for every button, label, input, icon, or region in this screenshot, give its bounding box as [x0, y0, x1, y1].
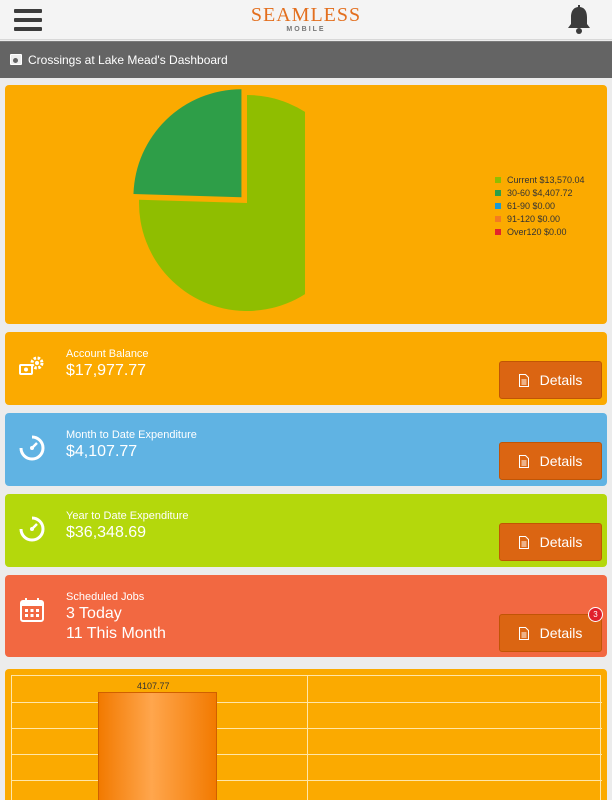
grid-line: [12, 754, 602, 755]
grid-line: [12, 780, 602, 781]
card-label: Year to Date Expenditure: [66, 510, 189, 522]
aging-pie-chart: [133, 89, 305, 311]
bell-icon[interactable]: [565, 5, 593, 35]
legend-item: 61-90 $0.00: [495, 199, 585, 212]
jobs-month-value: 11 This Month: [66, 625, 166, 642]
card-label: Account Balance: [66, 348, 149, 360]
app-logo: SEAMLESS MOBILE: [0, 4, 612, 34]
details-button-label: Details: [539, 534, 583, 550]
card-value: $17,977.77: [66, 362, 147, 379]
card-label: Scheduled Jobs: [66, 591, 145, 603]
legend-item: Current $13,570.04: [495, 173, 585, 186]
photo-icon: [10, 54, 22, 65]
scheduled-jobs-card: Scheduled Jobs 3 Today 11 This Month Det…: [5, 575, 607, 657]
grid-line: [307, 676, 308, 800]
pie-slice-current: [139, 95, 305, 311]
dashboard-title: Crossings at Lake Mead's Dashboard: [28, 53, 228, 67]
legend-swatch: [495, 228, 501, 235]
bar-data-label: 4107.77: [137, 681, 170, 691]
pie-legend: Current $13,570.04 30-60 $4,407.72 61-90 $…: [495, 173, 585, 238]
legend-swatch: [495, 189, 501, 196]
legend-item: 30-60 $4,407.72: [495, 186, 585, 199]
calendar-icon: [20, 598, 44, 622]
notification-badge: 3: [588, 607, 603, 622]
hamburger-menu-icon[interactable]: [14, 9, 42, 31]
aging-pie-chart-card: Current $13,570.04 30-60 $4,407.72 61-90 $…: [5, 85, 607, 324]
year-to-date-details-button[interactable]: Details: [499, 523, 602, 561]
jobs-today-value: 3 Today: [66, 605, 122, 622]
grid-line: [12, 702, 602, 703]
details-button-label: Details: [539, 372, 583, 388]
legend-label: 61-90 $0.00: [507, 200, 556, 211]
document-icon: [518, 626, 529, 640]
grid-line: [12, 728, 602, 729]
card-label: Month to Date Expenditure: [66, 429, 197, 441]
legend-swatch: [495, 176, 501, 183]
account-balance-card: Account Balance $17,977.77 Details: [5, 332, 607, 405]
top-bar: SEAMLESS MOBILE: [0, 0, 612, 40]
expenditure-bar-chart-card: 4107.77: [5, 669, 607, 800]
month-to-date-details-button[interactable]: Details: [499, 442, 602, 480]
details-button-label: Details: [539, 453, 583, 469]
account-balance-details-button[interactable]: Details: [499, 361, 602, 399]
gauge-icon: [19, 516, 45, 542]
legend-item: Over120 $0.00: [495, 225, 585, 238]
card-value: $36,348.69: [66, 524, 147, 541]
legend-item: 91-120 $0.00: [495, 212, 585, 225]
legend-label: 30-60 $4,407.72: [507, 187, 573, 198]
legend-label: 91-120 $0.00: [507, 213, 561, 224]
logo-brand-text: SEAMLESS: [250, 4, 362, 26]
scheduled-jobs-details-button[interactable]: Details: [499, 614, 602, 652]
bar-chart-grid: 4107.77: [11, 675, 602, 800]
legend-swatch: [495, 202, 501, 209]
logo-sub-text: MOBILE: [286, 26, 326, 33]
month-to-date-card: Month to Date Expenditure $4,107.77 Deta…: [5, 413, 607, 486]
document-icon: [518, 535, 529, 549]
year-to-date-card: Year to Date Expenditure $36,348.69 Deta…: [5, 494, 607, 567]
pie-slice-30-60: [133, 89, 242, 198]
card-value: $4,107.77: [66, 443, 138, 460]
money-gear-icon: [19, 356, 44, 375]
gauge-icon: [19, 435, 45, 461]
document-icon: [518, 454, 529, 468]
bar-mark: [98, 692, 217, 800]
dashboard-title-bar: Crossings at Lake Mead's Dashboard: [0, 41, 612, 78]
document-icon: [518, 373, 529, 387]
legend-label: Over120 $0.00: [507, 226, 567, 237]
details-button-label: Details: [539, 625, 583, 641]
legend-swatch: [495, 215, 501, 222]
legend-label: Current $13,570.04: [507, 174, 585, 185]
